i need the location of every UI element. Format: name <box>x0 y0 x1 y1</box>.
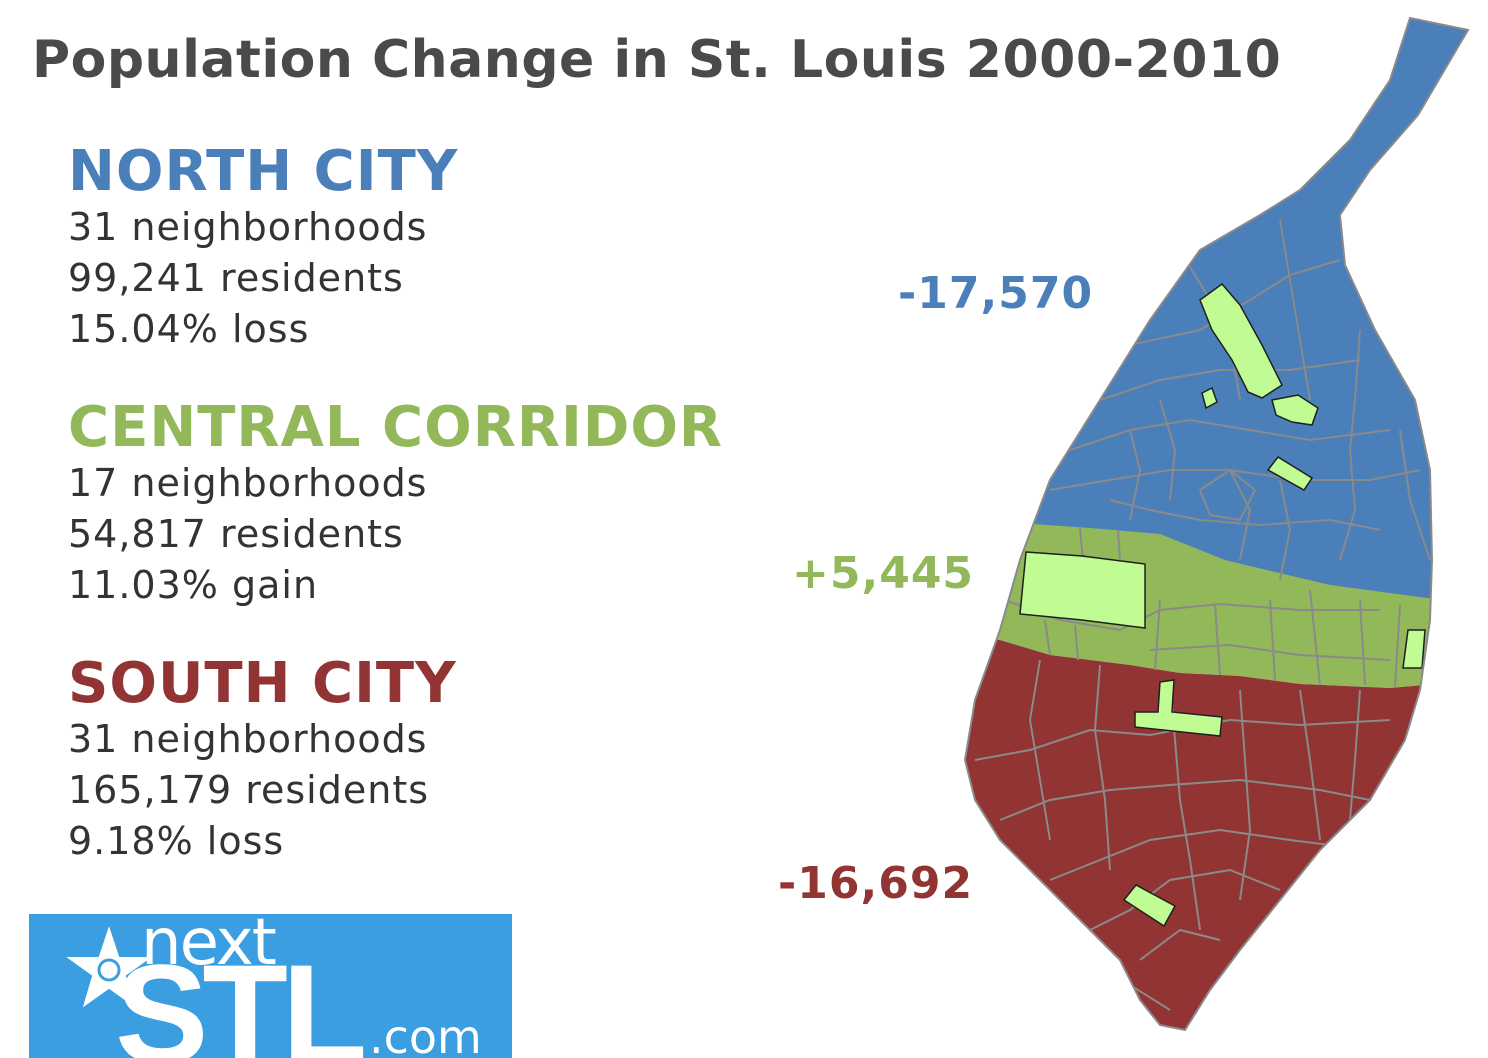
north-change-label: -17,570 <box>898 268 1094 319</box>
park-fairground <box>1271 394 1319 426</box>
park-tower-grove <box>1134 679 1223 737</box>
nextstl-logo: next STL .com <box>29 914 512 1058</box>
south-region-area <box>965 630 1468 1030</box>
logo-stl-text: STL <box>115 935 367 1058</box>
region-south-city: SOUTH CITY 31 neighborhoods 165,179 resi… <box>68 654 457 867</box>
region-central-corridor: CENTRAL CORRIDOR 17 neighborhoods 54,817… <box>68 398 723 611</box>
park-forest <box>1019 551 1146 629</box>
south-change-label: -16,692 <box>778 858 974 909</box>
star-icon <box>59 919 159 1013</box>
region-name: SOUTH CITY <box>68 651 457 716</box>
park-central-east <box>1402 629 1426 669</box>
region-neighborhoods: 31 neighborhoods <box>68 205 428 249</box>
region-name: CENTRAL CORRIDOR <box>68 395 724 460</box>
region-residents: 99,241 residents <box>68 256 404 300</box>
parks <box>1019 282 1426 928</box>
region-north-city: NORTH CITY 31 neighborhoods 99,241 resid… <box>68 142 458 355</box>
central-change-label: +5,445 <box>792 548 975 599</box>
region-change: 11.03% gain <box>68 563 319 607</box>
page-title: Population Change in St. Louis 2000-2010 <box>32 30 1282 90</box>
region-change: 9.18% loss <box>68 819 285 863</box>
region-residents: 54,817 residents <box>68 512 404 556</box>
neighborhood-boundaries <box>974 219 1431 1011</box>
region-change: 15.04% loss <box>68 307 310 351</box>
park-north-small <box>1201 386 1218 410</box>
logo-next-text: next <box>141 914 277 980</box>
park-carondelet <box>1122 884 1177 928</box>
region-neighborhoods: 31 neighborhoods <box>68 717 428 761</box>
logo-com-text: .com <box>369 1010 482 1058</box>
region-name: NORTH CITY <box>68 139 459 204</box>
city-outline <box>963 16 1470 1032</box>
park-north-lower <box>1266 456 1314 491</box>
region-neighborhoods: 17 neighborhoods <box>68 461 428 505</box>
region-residents: 165,179 residents <box>68 768 430 812</box>
park-o-fallon <box>1199 282 1283 399</box>
